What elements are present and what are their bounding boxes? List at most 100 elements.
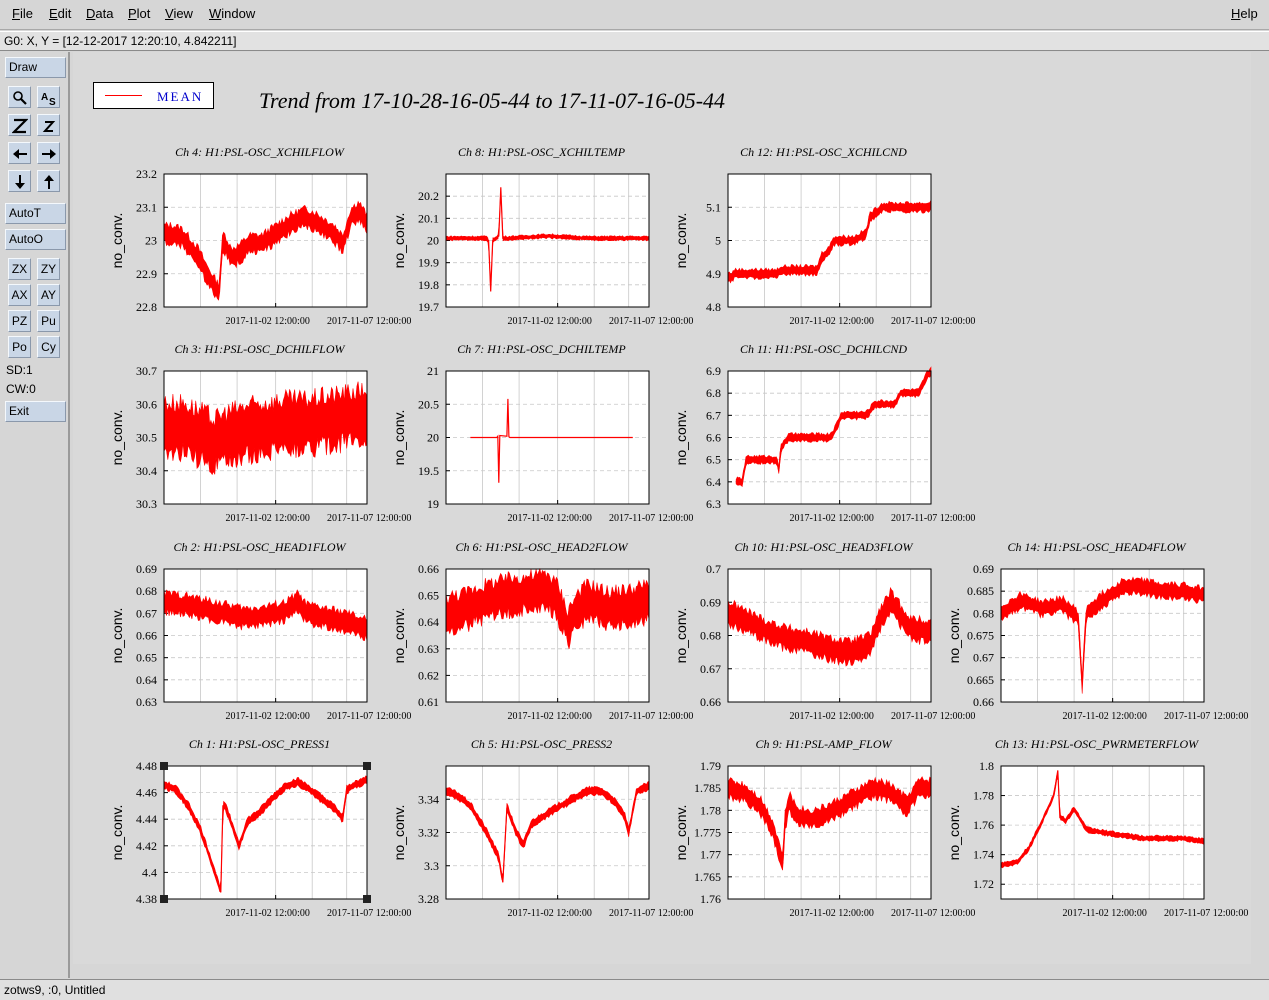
zx-button[interactable]: ZX xyxy=(8,258,31,280)
plot-window: MEAN Trend from 17-10-28-16-05-44 to 17-… xyxy=(73,52,1269,978)
y-tick-label: 4.9 xyxy=(706,267,721,281)
zoom-out-button[interactable] xyxy=(37,114,60,136)
x-tick-label: 2017-11-02 12:00:00 xyxy=(1062,711,1146,722)
pan-down-button[interactable] xyxy=(8,170,31,192)
series-line xyxy=(445,785,650,883)
y-tick-label: 0.66 xyxy=(700,695,721,709)
y-tick-label: 0.65 xyxy=(136,651,157,665)
charts-grid: Ch 4: H1:PSL-OSC_XCHILFLOW 23.2 23.1 23 22.9… xyxy=(109,145,1248,919)
menu-window[interactable]: Window xyxy=(209,6,256,21)
chart-ch-6[interactable]: Ch 11: H1:PSL-OSC_DCHILCND 6.9 6.8 6.7 6.6 6.… xyxy=(673,342,975,524)
y-axis-label: no_conv. xyxy=(391,805,407,861)
y-tick-label: 3.34 xyxy=(418,792,439,806)
series-line xyxy=(163,778,368,893)
y-tick-label: 0.64 xyxy=(418,615,439,629)
chart-ch-2[interactable]: Ch 8: H1:PSL-OSC_XCHILTEMP 20.2 20.1 20 19.9… xyxy=(391,145,693,327)
chart-ch-5[interactable]: Ch 7: H1:PSL-OSC_DCHILTEMP 21 20.5 20 19.5 19… xyxy=(391,342,693,524)
menu-edit[interactable]: Edit xyxy=(49,6,72,21)
y-tick-label: 3.32 xyxy=(418,826,439,840)
pan-up-button[interactable] xyxy=(37,170,60,192)
y-tick-label: 22.9 xyxy=(136,267,157,281)
x-tick-label: 2017-11-02 12:00:00 xyxy=(507,316,591,327)
cw-readout: CW:0 xyxy=(6,382,36,396)
autoo-button[interactable]: AutoO xyxy=(5,229,66,250)
y-tick-label: 0.68 xyxy=(973,606,994,620)
zy-button[interactable]: ZY xyxy=(37,258,60,280)
cy-button[interactable]: Cy xyxy=(37,336,60,358)
series-line xyxy=(470,398,633,483)
chart-ch-9[interactable]: Ch 10: H1:PSL-OSC_HEAD3FLOW 0.7 0.69 0.68 0.… xyxy=(673,540,975,722)
draw-button[interactable]: Draw xyxy=(5,57,66,78)
chart-title: Ch 6: H1:PSL-OSC_HEAD2FLOW xyxy=(456,540,629,554)
arrow-down-icon xyxy=(15,175,25,189)
y-tick-label: 6.8 xyxy=(706,386,721,400)
chart-ch-1[interactable]: Ch 4: H1:PSL-OSC_XCHILFLOW 23.2 23.1 23 22.9… xyxy=(109,145,411,327)
x-tick-label: 2017-11-07 12:00:00 xyxy=(891,908,975,919)
ay-button[interactable]: AY xyxy=(37,284,60,306)
y-tick-label: 30.7 xyxy=(136,364,157,378)
magnifier-icon xyxy=(13,91,27,105)
y-tick-label: 20 xyxy=(427,234,439,248)
y-tick-label: 4.8 xyxy=(706,300,721,314)
chart-title: Ch 11: H1:PSL-OSC_DCHILCND xyxy=(740,342,907,356)
menu-help[interactable]: Help xyxy=(1231,6,1258,21)
selection-handle[interactable] xyxy=(363,762,371,770)
selection-handle[interactable] xyxy=(160,762,168,770)
y-tick-label: 21 xyxy=(427,364,439,378)
plot-border xyxy=(727,173,932,308)
chart-ch-12[interactable]: Ch 5: H1:PSL-OSC_PRESS2 3.34 3.32 3.3 3.28 no… xyxy=(391,737,693,919)
status-bar: zotws9, :0, Untitled xyxy=(0,979,1269,1000)
y-tick-label: 23.2 xyxy=(136,167,157,181)
plot-border xyxy=(727,370,932,505)
y-tick-label: 20.5 xyxy=(418,397,439,411)
chart-ch-3[interactable]: Ch 12: H1:PSL-OSC_XCHILCND 5.1 5 4.9 4.8 no_c… xyxy=(673,145,975,327)
chart-ch-10[interactable]: Ch 14: H1:PSL-OSC_HEAD4FLOW 0.69 0.685 0.68… xyxy=(946,540,1248,722)
po-button[interactable]: Po xyxy=(8,336,31,358)
selection-handle[interactable] xyxy=(160,895,168,903)
ax-button[interactable]: AX xyxy=(8,284,31,306)
chart-ch-4[interactable]: Ch 3: H1:PSL-OSC_DCHILFLOW 30.7 30.6 30.5 30… xyxy=(109,342,411,524)
menu-plot[interactable]: Plot xyxy=(128,6,151,21)
x-tick-label: 2017-11-02 12:00:00 xyxy=(789,908,873,919)
y-tick-label: 0.69 xyxy=(136,562,157,576)
pu-button[interactable]: Pu xyxy=(37,310,60,332)
x-tick-label: 2017-11-02 12:00:00 xyxy=(789,711,873,722)
zoom-in-button[interactable] xyxy=(8,114,31,136)
exit-button[interactable]: Exit xyxy=(5,401,66,422)
pan-right-button[interactable] xyxy=(37,142,60,164)
magnify-tool-button[interactable] xyxy=(8,86,31,108)
x-tick-label: 2017-11-07 12:00:00 xyxy=(891,711,975,722)
y-tick-label: 5.1 xyxy=(706,200,721,214)
y-tick-label: 19.7 xyxy=(418,300,439,314)
chart-ch-8[interactable]: Ch 6: H1:PSL-OSC_HEAD2FLOW 0.66 0.65 0.64 0.… xyxy=(391,540,693,722)
x-tick-label: 2017-11-07 12:00:00 xyxy=(327,513,411,524)
x-tick-label: 2017-11-07 12:00:00 xyxy=(327,711,411,722)
chart-ch-11[interactable]: Ch 1: H1:PSL-OSC_PRESS1 4.48 4.46 4.44 4.42 4… xyxy=(109,737,411,919)
pan-left-button[interactable] xyxy=(8,142,31,164)
autot-button[interactable]: AutoT xyxy=(5,203,66,224)
pz-button[interactable]: PZ xyxy=(8,310,31,332)
chart-title: Ch 9: H1:PSL-AMP_FLOW xyxy=(756,737,893,751)
y-tick-label: 0.69 xyxy=(700,595,721,609)
menu-data[interactable]: Data xyxy=(86,6,114,21)
y-tick-label: 23.1 xyxy=(136,200,157,214)
selection-handle[interactable] xyxy=(363,895,371,903)
y-tick-label: 0.685 xyxy=(967,584,994,598)
x-tick-label: 2017-11-07 12:00:00 xyxy=(327,316,411,327)
menu-view[interactable]: View xyxy=(165,6,193,21)
svg-text:A: A xyxy=(41,92,48,103)
x-tick-label: 2017-11-07 12:00:00 xyxy=(327,908,411,919)
menu-bar: File Edit Data Plot View Window Help xyxy=(0,0,1269,30)
plot-border xyxy=(445,765,650,900)
menu-file[interactable]: File xyxy=(12,6,33,21)
plot-canvas[interactable]: MEAN Trend from 17-10-28-16-05-44 to 17-… xyxy=(73,52,1251,964)
x-tick-label: 2017-11-02 12:00:00 xyxy=(507,908,591,919)
y-tick-label: 0.66 xyxy=(418,562,439,576)
chart-ch-7[interactable]: Ch 2: H1:PSL-OSC_HEAD1FLOW 0.69 0.68 0.67 0.… xyxy=(109,540,411,722)
chart-ch-13[interactable]: Ch 9: H1:PSL-AMP_FLOW 1.79 1.785 1.78 1.775 1… xyxy=(673,737,975,919)
y-tick-label: 0.66 xyxy=(136,629,157,643)
